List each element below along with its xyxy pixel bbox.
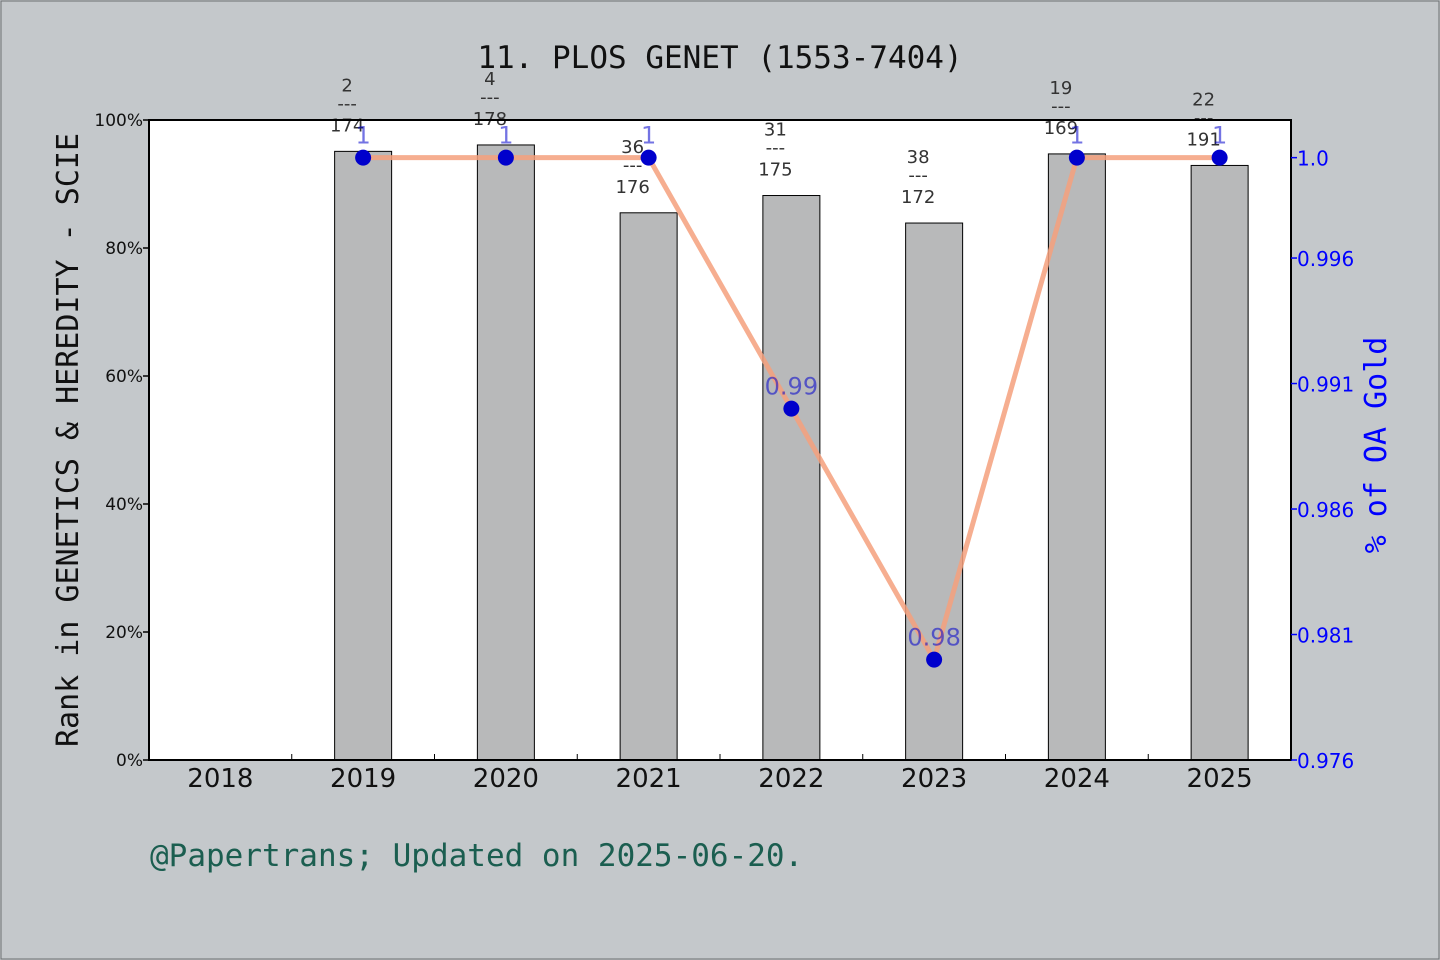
oa-gold-label-2023: 0.98 (907, 624, 960, 652)
rank-total-2025: 191 (1186, 129, 1220, 150)
right-axis-label: % of OA Gold (1359, 337, 1394, 554)
rank-separator-2019: --- (337, 93, 357, 114)
right-tick-label: 0.996 (1297, 247, 1354, 271)
left-tick-label: 60% (105, 367, 143, 387)
rank-total-2021: 176 (615, 177, 649, 198)
left-tick-label: 0% (116, 751, 143, 771)
bar-2019 (334, 150, 393, 761)
rank-label-2021: 36 (621, 137, 644, 158)
rank-total-2023: 172 (901, 187, 935, 208)
bar-2021 (619, 212, 678, 761)
rank-separator-2022: --- (766, 138, 786, 159)
oa-gold-point-2023 (926, 651, 943, 668)
rank-separator-2025: --- (1194, 107, 1214, 128)
plot-area (149, 120, 1291, 760)
oa-gold-label-2021: 1 (641, 122, 656, 150)
rank-separator-2020: --- (480, 87, 500, 108)
oa-gold-point-2019 (355, 149, 372, 166)
right-tick-label: 0.981 (1297, 624, 1354, 648)
left-axis: 0% 20% 40% 60% 80% 100% (94, 111, 149, 771)
rank-total-2024: 169 (1044, 118, 1078, 139)
rank-label-2025: 22 (1192, 89, 1215, 110)
oa-gold-label-2019: 1 (355, 122, 370, 150)
left-axis-label: Rank in GENETICS & HEREDITY - SCIE (51, 133, 86, 747)
chart-title: 11. PLOS GENET (1553-7404) (477, 40, 962, 76)
x-tick-label-2018: 2018 (187, 764, 253, 794)
x-tick-label-2024: 2024 (1044, 764, 1110, 794)
oa-gold-label-2020: 1 (498, 122, 513, 150)
x-tick-label-2020: 2020 (473, 764, 539, 794)
rank-label-2020: 4 (484, 69, 495, 90)
rank-total-2022: 175 (758, 160, 792, 181)
oa-gold-label-2025: 1 (1212, 122, 1227, 150)
right-tick-label: 0.976 (1297, 749, 1354, 773)
rank-separator-2023: --- (908, 165, 928, 186)
oa-gold-point-2025 (1211, 149, 1228, 166)
bar-2022 (762, 195, 821, 761)
right-axis: 0.976 0.981 0.986 0.991 0.996 1.0 (1291, 147, 1354, 773)
bar-2023 (905, 222, 964, 761)
x-tick-label-2021: 2021 (616, 764, 682, 794)
oa-gold-label-2022: 0.99 (765, 373, 818, 401)
x-tick-label-2025: 2025 (1187, 764, 1253, 794)
bar-2025 (1190, 164, 1249, 761)
rank-label-2024: 19 (1049, 78, 1072, 99)
bar-2020 (476, 144, 535, 761)
rank-label-2019: 2 (341, 75, 352, 96)
oa-line-layer: 1 1 1 0.99 0.98 1 1 (355, 122, 1228, 668)
footer-credit: @Papertrans; Updated on 2025-06-20. (150, 838, 803, 874)
oa-gold-label-2024: 1 (1069, 122, 1084, 150)
x-tick-label-2022: 2022 (758, 764, 824, 794)
rank-label-2023: 38 (907, 147, 930, 168)
left-tick-label: 20% (105, 623, 143, 643)
right-tick-label: 1.0 (1297, 147, 1329, 171)
oa-gold-point-2022 (783, 400, 800, 417)
x-axis: 2018 2019 2020 2021 2022 2023 2024 2025 (148, 754, 1292, 794)
right-tick-label: 0.991 (1297, 373, 1354, 397)
rank-separator-2024: --- (1051, 96, 1071, 117)
right-tick-label: 0.986 (1297, 498, 1354, 522)
left-tick-label: 40% (105, 495, 143, 515)
x-tick-label-2019: 2019 (330, 764, 396, 794)
oa-gold-point-2020 (497, 149, 514, 166)
left-tick-label: 100% (94, 111, 143, 131)
left-tick-label: 80% (105, 239, 143, 259)
bar-2024 (1047, 153, 1106, 761)
oa-gold-point-2024 (1068, 149, 1085, 166)
x-tick-label-2023: 2023 (901, 764, 967, 794)
oa-gold-point-2021 (640, 149, 657, 166)
rank-label-2022: 31 (764, 120, 787, 141)
rank-label-layer: 2---1744---17836---17631---17538---17219… (330, 69, 1221, 208)
